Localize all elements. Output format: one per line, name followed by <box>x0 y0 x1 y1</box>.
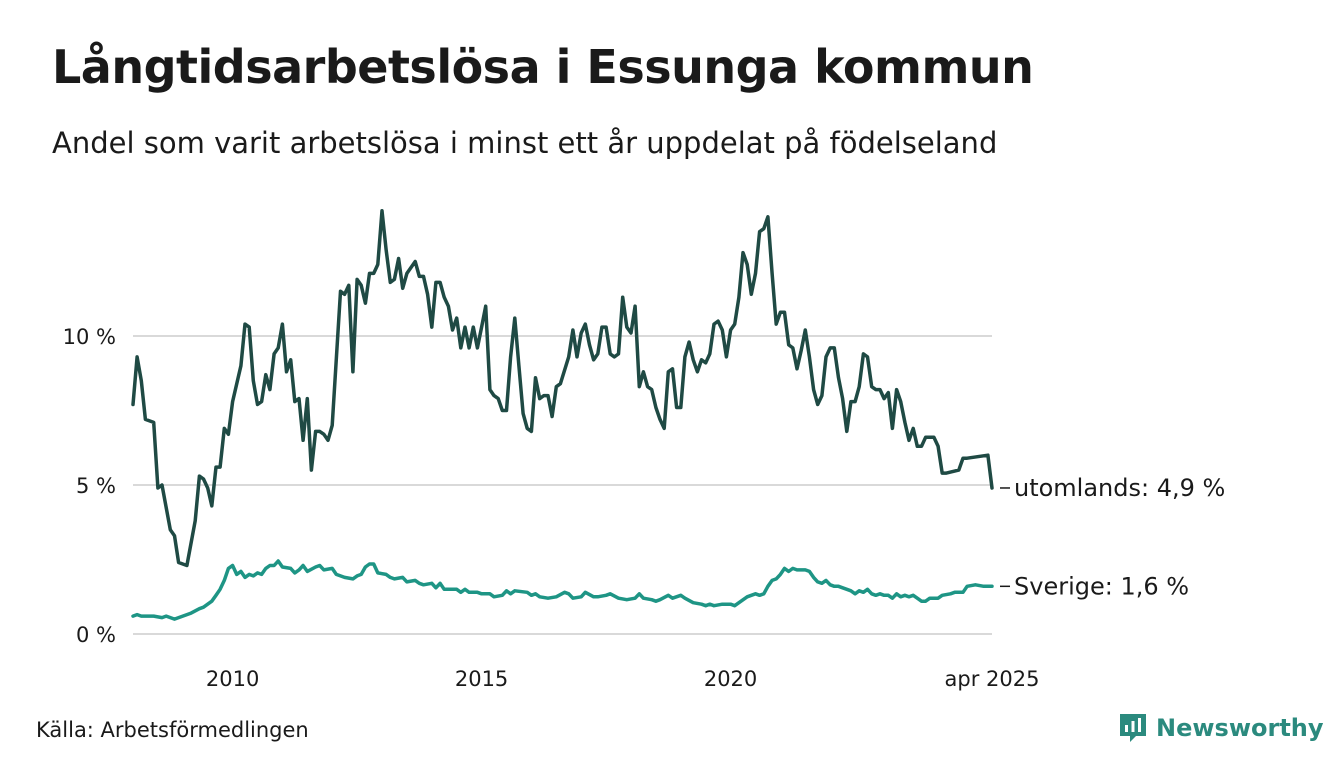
x-tick-label: 2015 <box>455 667 508 691</box>
source-note: Källa: Arbetsförmedlingen <box>36 718 309 742</box>
chart-subtitle: Andel som varit arbetslösa i minst ett å… <box>52 126 998 160</box>
end-label-utomlands: utomlands: 4,9 % <box>1014 474 1225 502</box>
x-tick-label: 2020 <box>704 667 757 691</box>
y-tick-label: 5 % <box>76 474 116 498</box>
series-line-Sverige <box>131 559 994 621</box>
end-label-Sverige: Sverige: 1,6 % <box>1014 572 1189 600</box>
chart-title: Långtidsarbetslösa i Essunga kommun <box>52 40 1034 94</box>
x-tick-label: 2010 <box>206 667 259 691</box>
brand-logo: Newsworthy <box>1118 712 1324 744</box>
x-tick-label: apr 2025 <box>945 667 1040 691</box>
brand-name: Newsworthy <box>1156 714 1324 742</box>
series-lines <box>131 209 994 621</box>
y-tick-label: 10 % <box>63 325 116 349</box>
newsworthy-logo-icon <box>1120 714 1146 742</box>
y-tick-label: 0 % <box>76 623 116 647</box>
x-axis-ticks: 2010 2015 2020 apr 2025 <box>206 667 1040 691</box>
gridlines <box>133 335 992 635</box>
end-labels: utomlands: 4,9 % Sverige: 1,6 % <box>1000 474 1225 600</box>
series-line-utomlands <box>131 209 994 568</box>
y-axis-ticks: 0 % 5 % 10 % <box>63 325 116 647</box>
line-chart: 0 % 5 % 10 % 2010 2015 2020 apr 2025 utomland… <box>63 209 1225 691</box>
